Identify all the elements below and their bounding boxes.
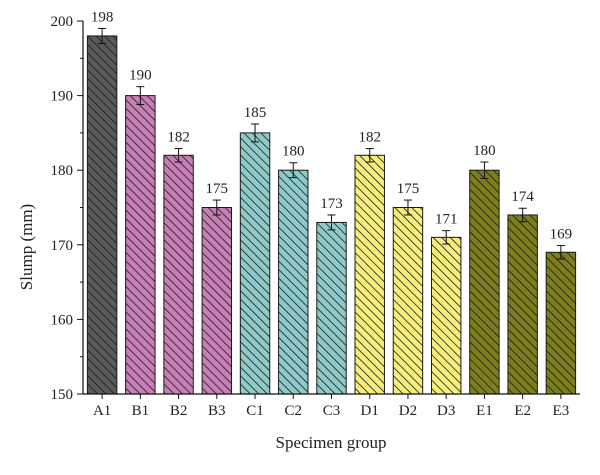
value-label-B1: 190 [129,68,152,84]
x-tick-label-D1: D1 [361,403,379,419]
value-label-C2: 180 [282,144,305,160]
y-tick-label-190: 190 [51,89,74,105]
value-label-D3: 171 [435,212,458,228]
bar-E1 [469,169,500,395]
error-bar-D3 [442,230,451,245]
error-bar-B3 [212,199,221,216]
bar-B2 [163,154,194,395]
value-label-B2: 182 [167,130,190,146]
x-tick-label-D3: D3 [437,403,455,419]
error-bar-D1 [365,148,374,163]
bar-D3 [430,236,462,395]
bar-C2 [278,169,309,395]
error-bar-A1 [98,27,107,44]
x-tick-label-C1: C1 [246,403,264,419]
y-tick-label-160: 160 [51,312,74,328]
y-tick-label-170: 170 [51,238,74,254]
error-bar-E1 [480,161,489,179]
x-tick-label-C2: C2 [285,403,303,419]
value-label-C1: 185 [244,105,267,121]
error-bars-layer [98,27,565,260]
bar-B3 [201,207,233,395]
x-tick-label-E3: E3 [553,403,570,419]
x-axis-label: Specimen group [276,433,387,452]
value-labels-layer: 198 190 182 175 185 180 173 182 175 171 180 174 169 [91,9,572,242]
value-label-E3: 169 [550,227,573,243]
y-axis-label: Slump (mm) [17,204,36,290]
value-label-B3: 175 [206,181,229,197]
value-label-D1: 182 [358,130,381,146]
bar-D2 [392,207,424,395]
error-bar-B2 [174,148,183,163]
x-tick-label-E1: E1 [476,403,493,419]
error-bar-D2 [403,199,412,216]
x-tick-label-B3: B3 [208,403,226,419]
value-label-A1: 198 [91,9,114,25]
value-label-E1: 180 [473,143,496,159]
bar-D1 [354,154,385,395]
x-tick-label-E2: E2 [514,403,531,419]
error-bar-C2 [289,162,298,179]
value-label-D2: 175 [397,181,420,197]
value-label-E2: 174 [511,189,534,205]
x-tick-label-D2: D2 [399,403,417,419]
axes-layer: A1 B1 B2 B3 C1 C2 C3 D1 D2 D3 E1 E2 E3 150 160 170 180 19… [51,14,580,419]
error-bar-E2 [518,207,527,223]
value-label-C3: 173 [320,196,343,212]
x-tick-label-A1: A1 [93,403,111,419]
x-tick-label-B1: B1 [132,403,150,419]
bar-E2 [507,214,538,395]
x-tick-label-B2: B2 [170,403,188,419]
error-bar-B1 [136,86,145,106]
y-tick-label-200: 200 [51,14,74,30]
bar-C1 [239,132,271,395]
bar-E3 [545,251,577,395]
y-tick-label-150: 150 [51,387,74,403]
y-tick-label-180: 180 [51,163,74,179]
bar-A1 [86,35,118,395]
error-bar-C1 [251,123,260,143]
error-bar-C3 [327,214,336,231]
bar-C3 [316,221,347,395]
bars-layer [86,35,577,395]
bar-B1 [125,95,156,395]
x-tick-label-C3: C3 [323,403,341,419]
error-bar-E3 [556,245,565,260]
